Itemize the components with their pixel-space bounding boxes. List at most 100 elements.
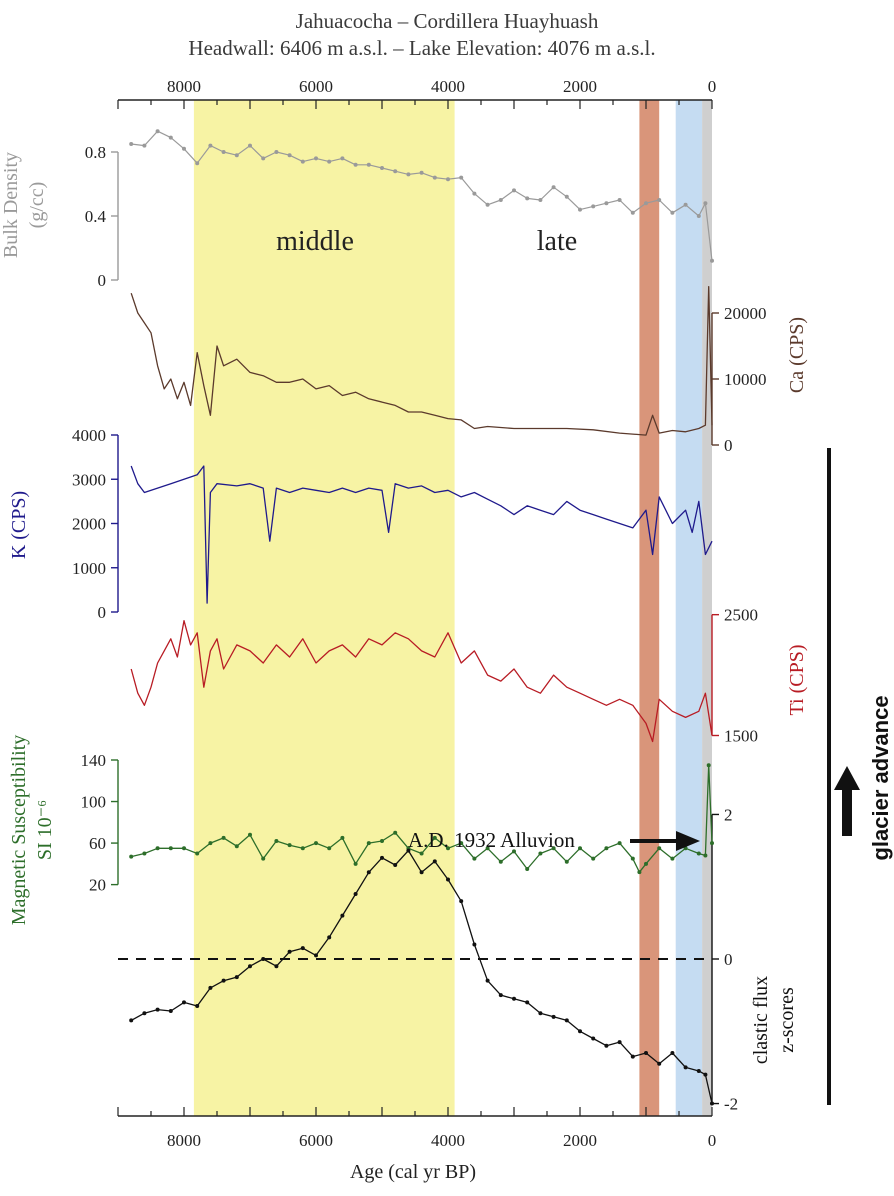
magnetic-susceptibility-point bbox=[459, 841, 464, 846]
magnetic-susceptibility-point bbox=[512, 849, 516, 854]
bulk-density-point bbox=[538, 198, 543, 202]
magnetic-susceptibility-point bbox=[182, 846, 186, 851]
magnetic-susceptibility-point bbox=[340, 835, 345, 840]
ca-y-tick-label: 10000 bbox=[724, 370, 767, 389]
k-y-tick-label: 1000 bbox=[72, 559, 106, 578]
bulk-density-point bbox=[578, 207, 582, 212]
bulk-density-point bbox=[142, 143, 147, 148]
bulk-density-point bbox=[683, 202, 688, 207]
clastic-flux-z-scores-point bbox=[234, 975, 239, 980]
k-y-tick-label: 2000 bbox=[72, 515, 106, 534]
magnetic-susceptibility-point bbox=[393, 830, 398, 835]
clastic-flux-z-scores-point bbox=[710, 1101, 714, 1106]
bulk-density-point bbox=[327, 159, 332, 164]
clastic-flux-z-scores-point bbox=[432, 859, 437, 864]
clastic-flux-z-scores-point bbox=[287, 949, 292, 954]
clastic-flux-z-scores-point bbox=[630, 1054, 635, 1059]
clastic-flux-z-scores-point bbox=[366, 870, 371, 875]
clastic-flux-z-scores-point bbox=[472, 942, 477, 947]
clastic-flux-z-scores-point bbox=[155, 1007, 160, 1012]
bands-layer bbox=[193, 100, 712, 1116]
glacier-arrow-head bbox=[834, 766, 860, 790]
top-x-tick-label: 0 bbox=[708, 77, 717, 96]
clastic-flux-z-scores-point bbox=[525, 1000, 530, 1005]
magnetic-susceptibility-point bbox=[538, 851, 543, 856]
top-x-tick-label: 6000 bbox=[299, 77, 333, 96]
bottom-x-tick-label: 4000 bbox=[431, 1131, 465, 1150]
clastic-flux-z-scores-point bbox=[129, 1018, 134, 1023]
top-x-tick-label: 8000 bbox=[167, 77, 201, 96]
clastic-flux-z-scores-point bbox=[380, 855, 384, 860]
clastic-flux-z-scores-point bbox=[274, 964, 279, 969]
clastic-flux-z-scores-point bbox=[696, 1069, 701, 1074]
magnetic-susceptibility-point bbox=[710, 841, 714, 846]
ti-y-tick-label: 1500 bbox=[724, 727, 758, 746]
clastic-flux-z-scores-point bbox=[248, 964, 252, 969]
bulk-density-point bbox=[551, 185, 556, 190]
bulk-density-point bbox=[182, 146, 186, 151]
bulk-density-point bbox=[168, 135, 173, 140]
clastic-flux-z-scores-y-tick-label: 0 bbox=[724, 950, 733, 969]
bulk-density-point bbox=[287, 153, 292, 158]
bulk-density-point bbox=[670, 210, 675, 215]
bulk-density-point bbox=[512, 188, 516, 193]
bulk-density-y-axis-title: (g/cc) bbox=[26, 182, 48, 229]
clastic-flux-z-scores-point bbox=[446, 877, 450, 882]
band-label-middle: middle bbox=[276, 226, 354, 257]
clastic-flux-z-scores-point bbox=[195, 1003, 200, 1008]
bulk-density-point bbox=[353, 162, 358, 167]
magnetic-susceptibility-point bbox=[221, 835, 226, 840]
labels-layer: Jahuacocha – Cordillera Huayhuash Headwa… bbox=[0, 9, 893, 1183]
ti-y-tick-label: 2500 bbox=[724, 606, 758, 625]
magnetic-susceptibility-point bbox=[155, 846, 160, 851]
bulk-density-point bbox=[459, 175, 464, 180]
magnetic-susceptibility-point bbox=[637, 870, 642, 875]
clastic-flux-z-scores-point bbox=[683, 1065, 688, 1070]
bulk-density-point bbox=[393, 169, 398, 174]
clastic-flux-z-scores-point bbox=[644, 1050, 648, 1055]
magnetic-susceptibility-point bbox=[287, 843, 292, 848]
ca-series-line bbox=[130, 285, 713, 436]
bulk-density-point bbox=[591, 204, 596, 209]
k-y-axis-title: K (CPS) bbox=[8, 491, 30, 559]
clastic-flux-z-scores-point bbox=[670, 1050, 675, 1055]
bulk-density-point bbox=[261, 156, 266, 161]
magnetic-susceptibility-point bbox=[432, 835, 437, 840]
magnetic-susceptibility-point bbox=[234, 844, 239, 849]
bulk-density-point bbox=[366, 162, 371, 167]
bulk-density-point bbox=[472, 191, 477, 196]
magnetic-susceptibility-point bbox=[261, 856, 266, 861]
magnetic-susceptibility-point bbox=[195, 851, 200, 856]
bulk-density-point bbox=[314, 156, 318, 161]
ca-y-tick-label: 20000 bbox=[724, 304, 767, 323]
magnetic-susceptibility-point bbox=[485, 846, 490, 851]
clastic-flux-z-scores-point bbox=[703, 1072, 708, 1077]
clastic-flux-z-scores-point bbox=[604, 1043, 609, 1048]
clastic-flux-z-scores-point bbox=[591, 1036, 596, 1041]
bottom-x-tick-label: 6000 bbox=[299, 1131, 333, 1150]
clastic-flux-z-scores-point bbox=[221, 978, 226, 983]
magnetic-susceptibility-point bbox=[591, 856, 596, 861]
magnetic-susceptibility-y-tick-label: 100 bbox=[81, 793, 107, 812]
title-line-2: Headwall: 6406 m a.s.l. – Lake Elevation… bbox=[188, 36, 655, 60]
clastic-flux-z-scores-point bbox=[142, 1011, 147, 1016]
clastic-flux-z-scores-y-tick-label: 2 bbox=[724, 805, 733, 824]
magnetic-susceptibility-point bbox=[525, 867, 530, 872]
magnetic-susceptibility-point bbox=[168, 846, 173, 851]
magnetic-susceptibility-point bbox=[380, 839, 384, 843]
magnetic-susceptibility-point bbox=[248, 832, 252, 837]
magnetic-susceptibility-point bbox=[419, 851, 424, 856]
bulk-density-point bbox=[604, 201, 609, 206]
bottom-x-tick-label: 2000 bbox=[563, 1131, 597, 1150]
bulk-density-y-tick-label: 0 bbox=[98, 271, 107, 290]
magnetic-susceptibility-point bbox=[630, 856, 635, 861]
bulk-density-point bbox=[340, 156, 345, 161]
bulk-density-point bbox=[208, 143, 213, 148]
clastic-flux-z-scores-y-axis-title: clastic flux bbox=[750, 976, 772, 1064]
magnetic-susceptibility-point bbox=[314, 841, 318, 846]
clastic-flux-z-scores-point bbox=[393, 863, 398, 868]
magnetic-susceptibility-y-tick-label: 60 bbox=[89, 834, 106, 853]
magnetic-susceptibility-y-axis-title: SI 10⁻⁶ bbox=[34, 800, 56, 860]
k-series-line bbox=[130, 465, 713, 604]
